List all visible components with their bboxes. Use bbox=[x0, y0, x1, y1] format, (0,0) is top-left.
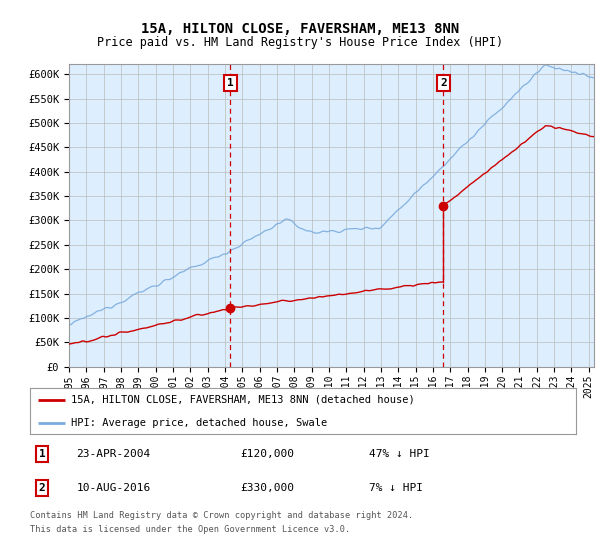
Text: 1: 1 bbox=[227, 78, 233, 88]
Text: 15A, HILTON CLOSE, FAVERSHAM, ME13 8NN: 15A, HILTON CLOSE, FAVERSHAM, ME13 8NN bbox=[141, 22, 459, 36]
Text: 2: 2 bbox=[440, 78, 447, 88]
Text: 15A, HILTON CLOSE, FAVERSHAM, ME13 8NN (detached house): 15A, HILTON CLOSE, FAVERSHAM, ME13 8NN (… bbox=[71, 395, 415, 404]
Text: Contains HM Land Registry data © Crown copyright and database right 2024.: Contains HM Land Registry data © Crown c… bbox=[30, 511, 413, 520]
Text: £330,000: £330,000 bbox=[240, 483, 294, 493]
Text: 1: 1 bbox=[38, 449, 46, 459]
Text: 47% ↓ HPI: 47% ↓ HPI bbox=[368, 449, 429, 459]
Text: Price paid vs. HM Land Registry's House Price Index (HPI): Price paid vs. HM Land Registry's House … bbox=[97, 36, 503, 49]
Text: £120,000: £120,000 bbox=[240, 449, 294, 459]
Text: This data is licensed under the Open Government Licence v3.0.: This data is licensed under the Open Gov… bbox=[30, 525, 350, 534]
Text: 23-APR-2004: 23-APR-2004 bbox=[76, 449, 151, 459]
Text: HPI: Average price, detached house, Swale: HPI: Average price, detached house, Swal… bbox=[71, 418, 327, 427]
Text: 10-AUG-2016: 10-AUG-2016 bbox=[76, 483, 151, 493]
Text: 7% ↓ HPI: 7% ↓ HPI bbox=[368, 483, 422, 493]
Text: 2: 2 bbox=[38, 483, 46, 493]
